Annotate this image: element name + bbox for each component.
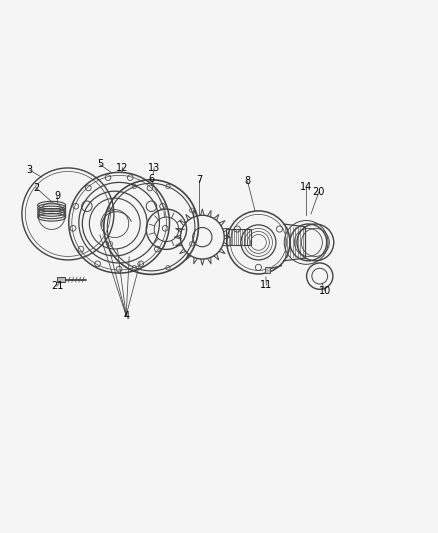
Text: 6: 6 [148,174,154,184]
Text: 4: 4 [123,311,129,320]
Text: 2: 2 [33,183,39,192]
Text: 14: 14 [300,182,312,192]
Text: 20: 20 [313,187,325,197]
FancyBboxPatch shape [265,268,270,273]
Text: 12: 12 [117,163,129,173]
Text: 7: 7 [196,175,202,185]
Text: 3: 3 [27,165,33,175]
Text: 10: 10 [319,286,331,296]
Text: 5: 5 [97,159,103,169]
Text: 21: 21 [51,281,63,291]
FancyBboxPatch shape [57,277,65,282]
Text: 11: 11 [260,280,272,290]
Text: 9: 9 [54,191,60,201]
Text: 8: 8 [244,176,251,186]
Text: 13: 13 [148,163,160,173]
